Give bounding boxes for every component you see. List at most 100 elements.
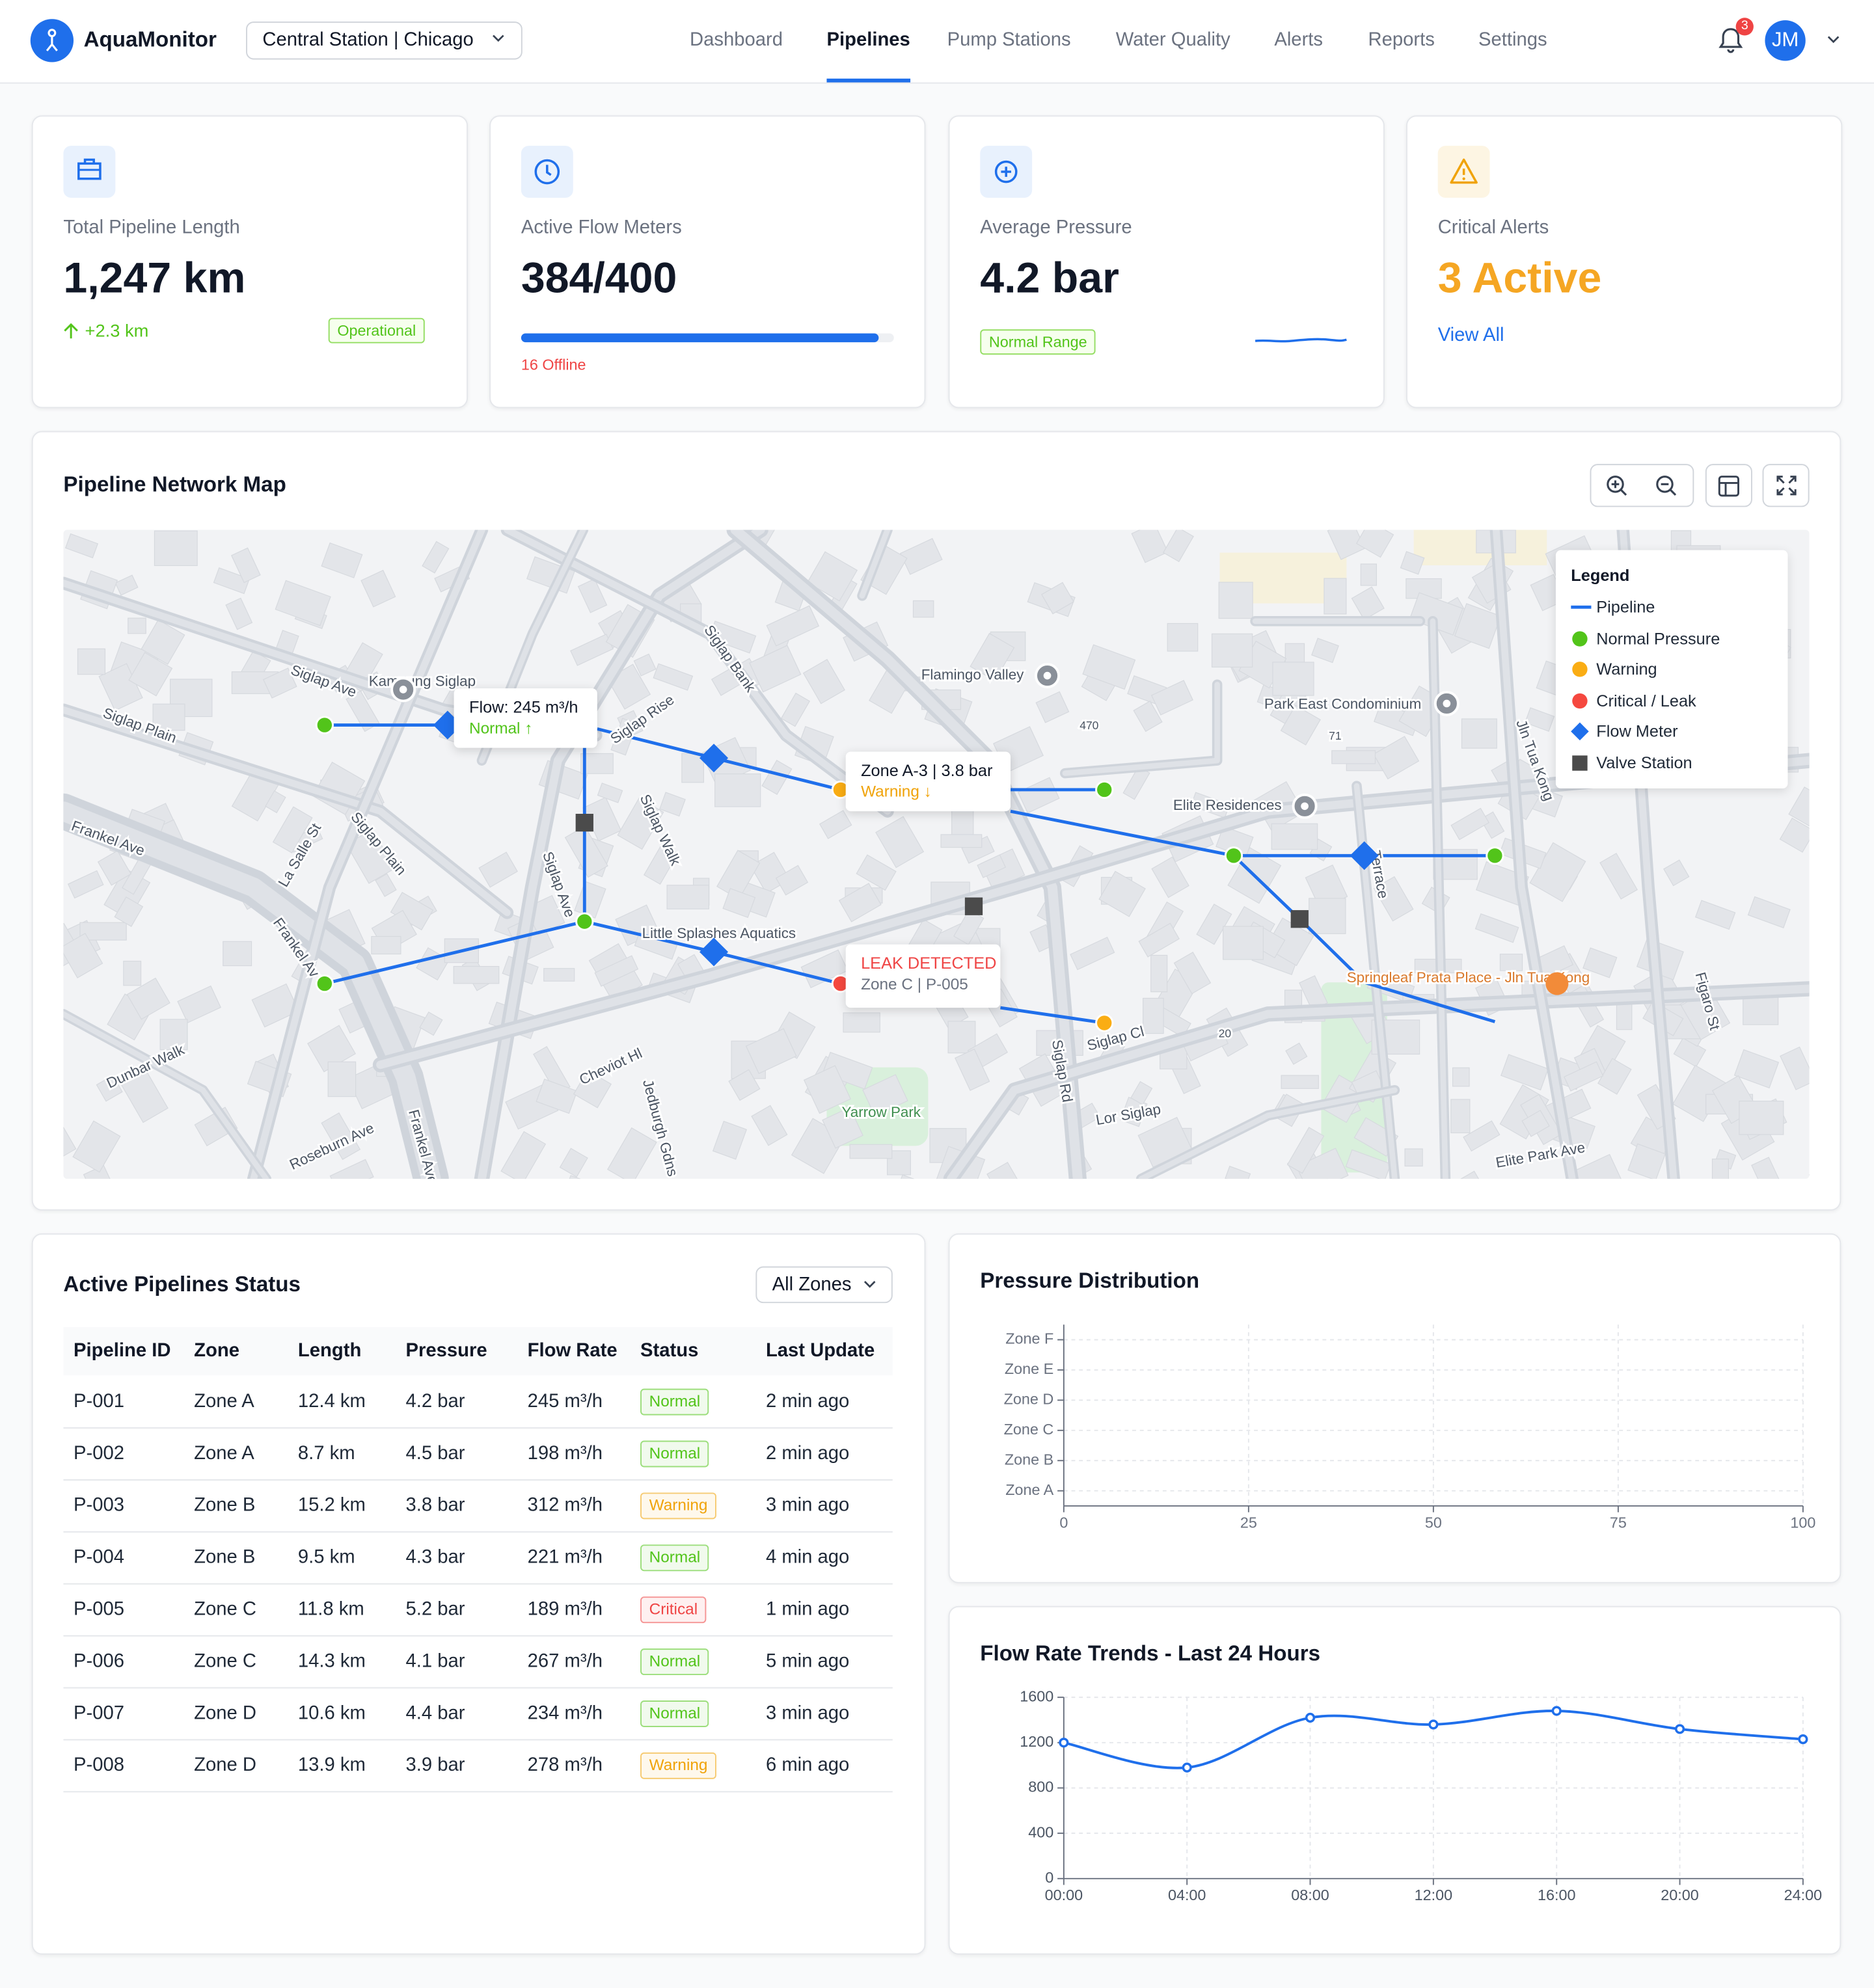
- up-arrow: [64, 323, 78, 339]
- building: [67, 870, 104, 899]
- icon-part: [1572, 755, 1588, 771]
- column-header: Zone: [194, 1339, 239, 1362]
- row-divider: [63, 1531, 893, 1533]
- stat-icon: [77, 158, 102, 180]
- building: [275, 580, 331, 626]
- x-tick-label: 50: [1425, 1514, 1442, 1531]
- nav-item[interactable]: Alerts: [1274, 29, 1324, 51]
- nav-item[interactable]: Reports: [1368, 29, 1435, 51]
- legend-item: Valve Station: [1596, 753, 1692, 773]
- node: [1095, 780, 1114, 799]
- row-divider: [63, 1739, 893, 1741]
- column-header: Last Update: [765, 1339, 875, 1362]
- building: [419, 1011, 443, 1036]
- road-center: [63, 801, 441, 1179]
- zoom-out[interactable]: [1655, 474, 1677, 497]
- x-tick-label: 100: [1790, 1514, 1815, 1531]
- notification-count: 3: [1741, 19, 1748, 33]
- building: [114, 896, 144, 927]
- road-center: [478, 530, 765, 1179]
- y-tick-label: 1600: [1020, 1687, 1053, 1704]
- icon-part: [1001, 167, 1011, 177]
- location-select[interactable]: [246, 21, 523, 60]
- y-tick-label: 0: [1045, 1869, 1053, 1886]
- building: [580, 753, 614, 774]
- building: [327, 1061, 357, 1097]
- building: [371, 935, 401, 955]
- building: [375, 873, 397, 897]
- y-tick-label: Zone E: [1005, 1360, 1053, 1377]
- building: [1138, 922, 1180, 958]
- map-label: 20: [1219, 1027, 1232, 1040]
- building: [977, 854, 1007, 878]
- status-badge: Normal: [640, 1440, 709, 1468]
- building: [1131, 530, 1169, 563]
- node: [1095, 1014, 1114, 1032]
- status-badge: Normal Range: [980, 329, 1096, 355]
- icon-part: [1572, 693, 1588, 708]
- nav-item[interactable]: Pipelines: [826, 29, 910, 51]
- nav-underline: [826, 78, 911, 83]
- nav-item[interactable]: Dashboard: [690, 29, 783, 51]
- building: [1663, 859, 1690, 887]
- nav-item[interactable]: Pump Stations: [947, 29, 1071, 51]
- building: [152, 703, 185, 731]
- table-cell: 15.2 km: [297, 1494, 366, 1516]
- building: [843, 1012, 880, 1033]
- building: [643, 843, 679, 885]
- building: [478, 852, 518, 888]
- table-cell: Zone D: [194, 1754, 257, 1776]
- table-cell: 2 min ago: [765, 1442, 850, 1464]
- table-cell: 3 min ago: [765, 1494, 850, 1516]
- layers-button[interactable]: [1705, 464, 1752, 507]
- building: [63, 1127, 77, 1159]
- stat-icon: [994, 160, 1018, 183]
- zone-filter[interactable]: [755, 1266, 893, 1304]
- column-header: Pipeline ID: [74, 1339, 171, 1362]
- node: [315, 716, 334, 734]
- icon-part: [546, 165, 552, 176]
- building: [573, 1069, 612, 1108]
- map-label: 71: [1329, 729, 1341, 742]
- table-cell: 4.4 bar: [405, 1702, 465, 1725]
- avatar[interactable]: [1765, 20, 1806, 61]
- building: [225, 597, 253, 630]
- fullscreen-button[interactable]: [1762, 464, 1810, 507]
- table-cell: 3.8 bar: [405, 1494, 465, 1516]
- building: [1373, 876, 1414, 922]
- table-cell: 4.1 bar: [405, 1650, 465, 1672]
- building: [1454, 603, 1502, 649]
- chart: 0 25 50 75 100 Zone A Zone B Zone C Zone D Zone E…: [1004, 1324, 1815, 1531]
- layers-icon: [1718, 476, 1739, 497]
- row-divider: [63, 1583, 893, 1585]
- building: [1041, 582, 1074, 615]
- table-cell: 4.3 bar: [405, 1546, 465, 1568]
- node: [315, 974, 334, 993]
- table-cell: P-003: [74, 1494, 125, 1516]
- table-cell: P-005: [74, 1598, 125, 1620]
- zoom-in[interactable]: [1605, 474, 1628, 497]
- building: [321, 1112, 361, 1161]
- icon-part: [994, 160, 1018, 183]
- chevron: [493, 34, 504, 42]
- stat-note: 16 Offline: [521, 356, 586, 374]
- view-all-link[interactable]: View All: [1437, 324, 1504, 346]
- nav-item[interactable]: Settings: [1478, 29, 1547, 51]
- road-center: [63, 706, 511, 917]
- legend-swatch: [1572, 755, 1588, 771]
- icon-part: [1719, 481, 1739, 496]
- building: [346, 690, 380, 732]
- building: [1597, 1058, 1632, 1095]
- nav-item[interactable]: Water Quality: [1115, 29, 1230, 51]
- building: [849, 1144, 893, 1159]
- building: [714, 773, 761, 807]
- building: [1143, 997, 1164, 1034]
- y-tick-label: Zone A: [1005, 1481, 1053, 1498]
- building: [1130, 1081, 1153, 1105]
- chart-card: [948, 1605, 1841, 1955]
- building: [1360, 563, 1377, 586]
- building: [986, 1161, 1031, 1179]
- building: [265, 790, 286, 814]
- status-badge: Normal: [640, 1544, 709, 1572]
- building: [96, 1075, 123, 1102]
